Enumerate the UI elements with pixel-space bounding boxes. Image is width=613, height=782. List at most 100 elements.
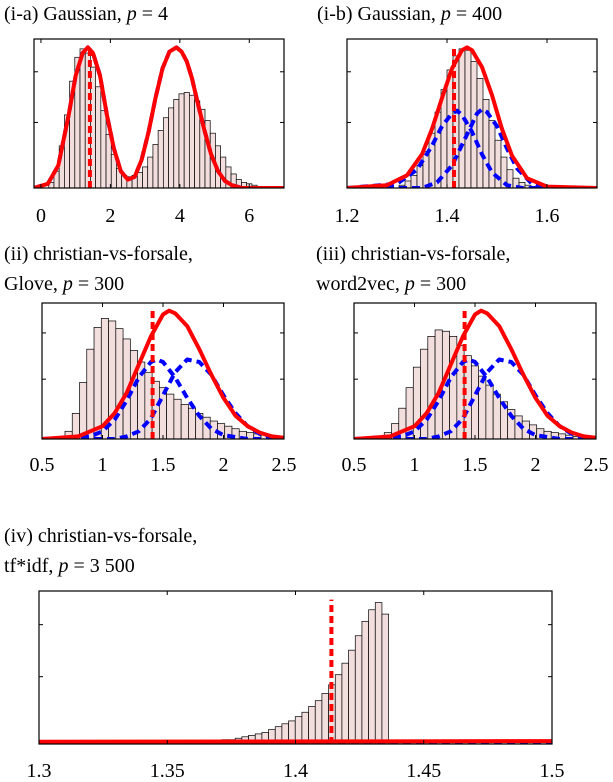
panel-title: (i-b) Gaussian, p = 400: [317, 2, 502, 26]
histogram-bar: [147, 156, 154, 188]
histogram-bar: [354, 635, 363, 744]
histogram-bar: [79, 48, 86, 188]
solid-curve: [34, 45, 284, 188]
histogram-bar: [166, 393, 175, 439]
histogram-bar: [301, 711, 309, 744]
histogram-bar: [416, 165, 424, 188]
x-tick-label: 1.35: [150, 760, 185, 782]
dashed-curve: [354, 357, 596, 439]
x-tick-label: 0: [36, 205, 46, 227]
histogram-bar: [142, 166, 149, 188]
histogram-bar: [159, 387, 167, 439]
x-tick-label: 2: [219, 454, 229, 476]
histogram-bar: [162, 117, 169, 188]
title-text: (ii) christian-vs-forsale,: [4, 243, 193, 265]
histogram-bar: [95, 86, 102, 188]
plot-frame: [346, 38, 598, 189]
panel-title: (iv) christian-vs-forsale,: [4, 524, 197, 548]
histogram-bar: [374, 602, 383, 744]
title-text: Glove,: [4, 273, 63, 295]
histogram-bar: [173, 398, 182, 439]
histogram-bar: [180, 404, 189, 439]
panel-title: (iii) christian-vs-forsale,: [316, 242, 510, 266]
histogram-bar: [189, 94, 195, 188]
x-tick-label: 2: [105, 205, 115, 227]
x-tick-label: 4: [175, 205, 185, 227]
x-tick-label: 1.5: [151, 454, 176, 476]
title-value: = 300: [72, 273, 125, 295]
title-text: tf*idf,: [4, 555, 59, 577]
histogram-bar: [178, 93, 185, 188]
x-tick-label: 2.5: [272, 454, 297, 476]
histogram-bar: [381, 613, 389, 744]
x-tick-label: 1.6: [535, 205, 560, 227]
plot-frame: [33, 38, 285, 189]
x-tick-label: 1.2: [335, 205, 360, 227]
histogram-bar: [314, 700, 323, 744]
solid-curve: [347, 45, 597, 188]
title-variable: p: [126, 3, 137, 25]
histogram-bar: [79, 382, 88, 439]
title-variable: p: [62, 273, 73, 295]
title-value: = 400: [450, 3, 503, 25]
histogram-bar: [492, 393, 501, 439]
x-tick-label: 0.5: [30, 454, 55, 476]
dashed-curve: [42, 357, 284, 439]
histogram-bar: [100, 110, 107, 188]
x-tick-label: 1: [410, 454, 420, 476]
title-variable: p: [58, 555, 69, 577]
panel-title: (ii) christian-vs-forsale,: [4, 242, 193, 266]
histogram-bar: [427, 336, 436, 439]
histogram-bar: [308, 706, 316, 744]
title-value: = 300: [414, 273, 467, 295]
histogram-bar: [341, 662, 349, 744]
x-tick-label: 1.4: [283, 760, 308, 782]
title-text: (iv) christian-vs-forsale,: [4, 525, 198, 547]
x-tick-label: 2: [531, 454, 541, 476]
histogram-bar: [93, 327, 102, 439]
title-value: = 3 500: [68, 555, 135, 577]
title-variable: p: [404, 273, 415, 295]
histogram-bar: [136, 172, 143, 188]
histogram-bar: [188, 407, 197, 439]
histogram-bar: [183, 92, 190, 188]
x-tick-label: 2.5: [584, 454, 609, 476]
x-tick-label: 1.5: [463, 454, 488, 476]
histogram-bar: [476, 78, 484, 188]
dashed-curve: [42, 357, 284, 439]
histogram-bar: [115, 328, 124, 439]
histogram-bar: [321, 693, 329, 744]
panel-title: (i-a) Gaussian, p = 4: [4, 2, 168, 26]
histogram-bar: [478, 375, 487, 439]
histogram-bar: [488, 120, 496, 188]
x-tick-label: 0.5: [342, 454, 367, 476]
histogram-bar: [173, 99, 180, 188]
x-tick-label: 1.3: [27, 760, 52, 782]
histogram-bar: [494, 139, 502, 188]
x-tick-label: 1.4: [435, 205, 460, 227]
panel-subtitle: Glove, p = 300: [4, 272, 124, 296]
x-tick-label: 6: [244, 205, 254, 227]
histogram-bar: [348, 649, 356, 744]
dashed-curve: [347, 108, 597, 188]
x-tick-label: 1.5: [540, 760, 565, 782]
histogram-bar: [334, 674, 343, 744]
histogram-bar: [152, 144, 159, 188]
histogram-bar: [368, 609, 376, 744]
histogram-bar: [422, 151, 430, 188]
histogram-bar: [168, 107, 175, 188]
histogram-bar: [157, 130, 164, 188]
solid-curve: [354, 308, 596, 439]
histogram-bar: [361, 620, 369, 744]
x-tick-label: 1.45: [406, 760, 441, 782]
histogram-bar: [105, 134, 112, 188]
x-tick-label: 1: [98, 454, 108, 476]
histogram-bar: [485, 384, 494, 439]
histogram-bar: [86, 348, 95, 439]
dashed-curve: [354, 357, 596, 439]
title-variable: p: [440, 3, 451, 25]
solid-curve: [42, 308, 284, 439]
title-text: (iii) christian-vs-forsale,: [316, 243, 511, 265]
title-text: word2vec,: [316, 273, 405, 295]
